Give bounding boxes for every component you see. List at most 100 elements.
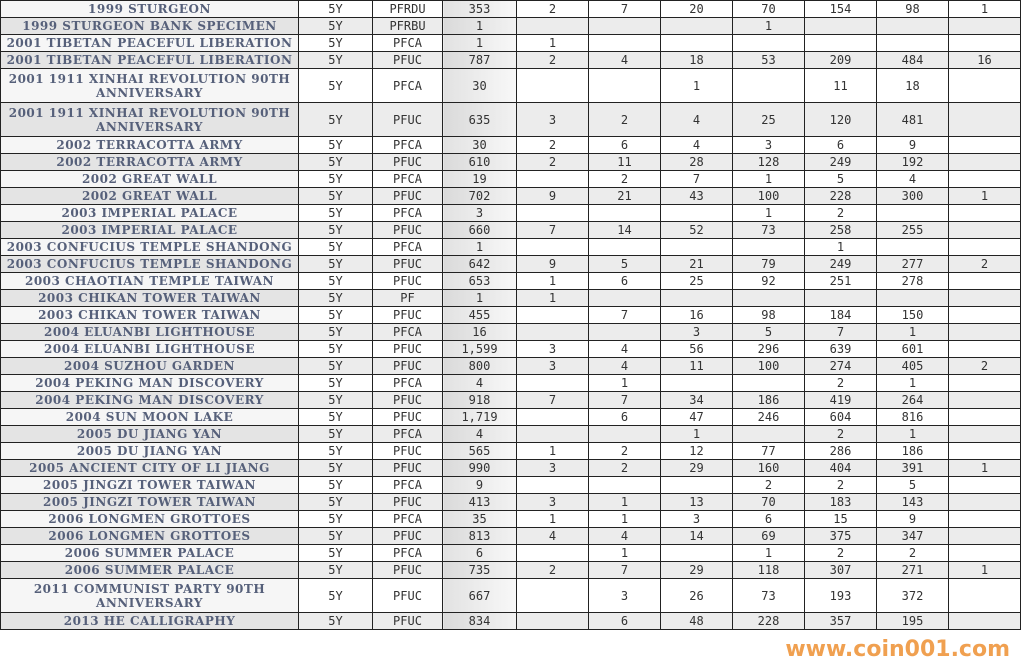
count-2-cell: 1 (588, 544, 661, 562)
total-cell: 1,719 (442, 408, 517, 426)
count-2-cell: 3 (588, 578, 661, 613)
count-2-cell: 2 (588, 170, 661, 188)
count-2-cell (588, 476, 661, 494)
count-6-cell: 372 (876, 578, 949, 613)
coin-name-cell: 2002 GREAT WALL (0, 187, 299, 205)
count-4-cell: 79 (732, 255, 805, 273)
count-3-cell: 12 (660, 442, 733, 460)
count-4-cell (732, 289, 805, 307)
count-5-cell: 249 (804, 153, 877, 171)
table-row: 2003 CONFUCIUS TEMPLE SHANDONG 5Y PFUC 642 9… (0, 255, 1021, 273)
table-row: 2006 LONGMEN GROTTOES 5Y PFUC 813 4 4 14 69 375 3… (0, 527, 1021, 545)
count-3-cell (660, 204, 733, 222)
count-5-cell: 604 (804, 408, 877, 426)
grade-cell: PFUC (372, 221, 443, 239)
count-6-cell (876, 34, 949, 52)
coin-name-cell: 2005 JINGZI TOWER TAIWAN (0, 493, 299, 511)
count-5-cell: 357 (804, 612, 877, 630)
count-1-cell: 7 (516, 221, 589, 239)
total-cell: 16 (442, 323, 517, 341)
term-cell: 5Y (298, 578, 373, 613)
count-2-cell: 4 (588, 340, 661, 358)
count-7-cell (948, 510, 1021, 528)
grade-cell: PFCA (372, 136, 443, 154)
table-row: 2005 ANCIENT CITY OF LI JIANG 5Y PFUC 990 3 2… (0, 459, 1021, 477)
count-2-cell: 7 (588, 561, 661, 579)
count-7-cell (948, 442, 1021, 460)
grade-cell: PFUC (372, 612, 443, 630)
count-5-cell: 183 (804, 493, 877, 511)
count-4-cell: 2 (732, 476, 805, 494)
term-cell: 5Y (298, 51, 373, 69)
count-7-cell (948, 612, 1021, 630)
count-6-cell: 9 (876, 136, 949, 154)
count-1-cell: 2 (516, 153, 589, 171)
coin-name-cell: 2005 JINGZI TOWER TAIWAN (0, 476, 299, 494)
count-6-cell: 186 (876, 442, 949, 460)
count-2-cell: 5 (588, 255, 661, 273)
count-1-cell (516, 68, 589, 103)
count-6-cell: 264 (876, 391, 949, 409)
count-7-cell: 16 (948, 51, 1021, 69)
term-cell: 5Y (298, 289, 373, 307)
count-2-cell (588, 425, 661, 443)
grade-cell: PFRDU (372, 0, 443, 18)
count-1-cell (516, 612, 589, 630)
term-cell: 5Y (298, 391, 373, 409)
count-6-cell: 9 (876, 510, 949, 528)
count-6-cell: 300 (876, 187, 949, 205)
count-1-cell: 3 (516, 340, 589, 358)
term-cell: 5Y (298, 170, 373, 188)
count-3-cell: 18 (660, 51, 733, 69)
count-7-cell: 1 (948, 561, 1021, 579)
count-1-cell (516, 170, 589, 188)
count-6-cell: 1 (876, 425, 949, 443)
total-cell: 990 (442, 459, 517, 477)
table-row: 2002 GREAT WALL 5Y PFCA 19 2 7 1 5 4 (0, 170, 1021, 188)
term-cell: 5Y (298, 476, 373, 494)
count-4-cell: 6 (732, 510, 805, 528)
count-3-cell: 28 (660, 153, 733, 171)
count-3-cell: 13 (660, 493, 733, 511)
coin-name-cell: 1999 STURGEON BANK SPECIMEN (0, 17, 299, 35)
count-4-cell: 69 (732, 527, 805, 545)
count-5-cell: 6 (804, 136, 877, 154)
count-6-cell: 195 (876, 612, 949, 630)
count-1-cell: 4 (516, 527, 589, 545)
count-5-cell: 2 (804, 476, 877, 494)
term-cell: 5Y (298, 238, 373, 256)
table-row: 2004 ELUANBI LIGHTHOUSE 5Y PFCA 16 3 5 7 1 (0, 323, 1021, 341)
table-row: 2004 SUN MOON LAKE 5Y PFUC 1,719 6 47 246 604 81… (0, 408, 1021, 426)
total-cell: 1 (442, 34, 517, 52)
count-7-cell (948, 102, 1021, 137)
grade-cell: PFCA (372, 510, 443, 528)
count-7-cell (948, 289, 1021, 307)
count-7-cell (948, 68, 1021, 103)
count-5-cell: 251 (804, 272, 877, 290)
count-2-cell: 6 (588, 612, 661, 630)
term-cell: 5Y (298, 357, 373, 375)
count-4-cell: 77 (732, 442, 805, 460)
count-7-cell (948, 374, 1021, 392)
count-1-cell (516, 306, 589, 324)
count-5-cell (804, 34, 877, 52)
table-row: 2004 PEKING MAN DISCOVERY 5Y PFCA 4 1 2 1 (0, 374, 1021, 392)
count-1-cell: 2 (516, 136, 589, 154)
count-6-cell: 192 (876, 153, 949, 171)
count-3-cell (660, 289, 733, 307)
count-3-cell (660, 374, 733, 392)
count-1-cell: 3 (516, 357, 589, 375)
count-7-cell (948, 476, 1021, 494)
term-cell: 5Y (298, 459, 373, 477)
count-3-cell: 34 (660, 391, 733, 409)
count-1-cell: 1 (516, 289, 589, 307)
count-7-cell (948, 17, 1021, 35)
count-3-cell: 29 (660, 561, 733, 579)
count-4-cell: 5 (732, 323, 805, 341)
count-4-cell: 92 (732, 272, 805, 290)
count-2-cell: 14 (588, 221, 661, 239)
count-1-cell: 1 (516, 510, 589, 528)
count-6-cell: 481 (876, 102, 949, 137)
count-7-cell (948, 221, 1021, 239)
count-4-cell: 1 (732, 170, 805, 188)
